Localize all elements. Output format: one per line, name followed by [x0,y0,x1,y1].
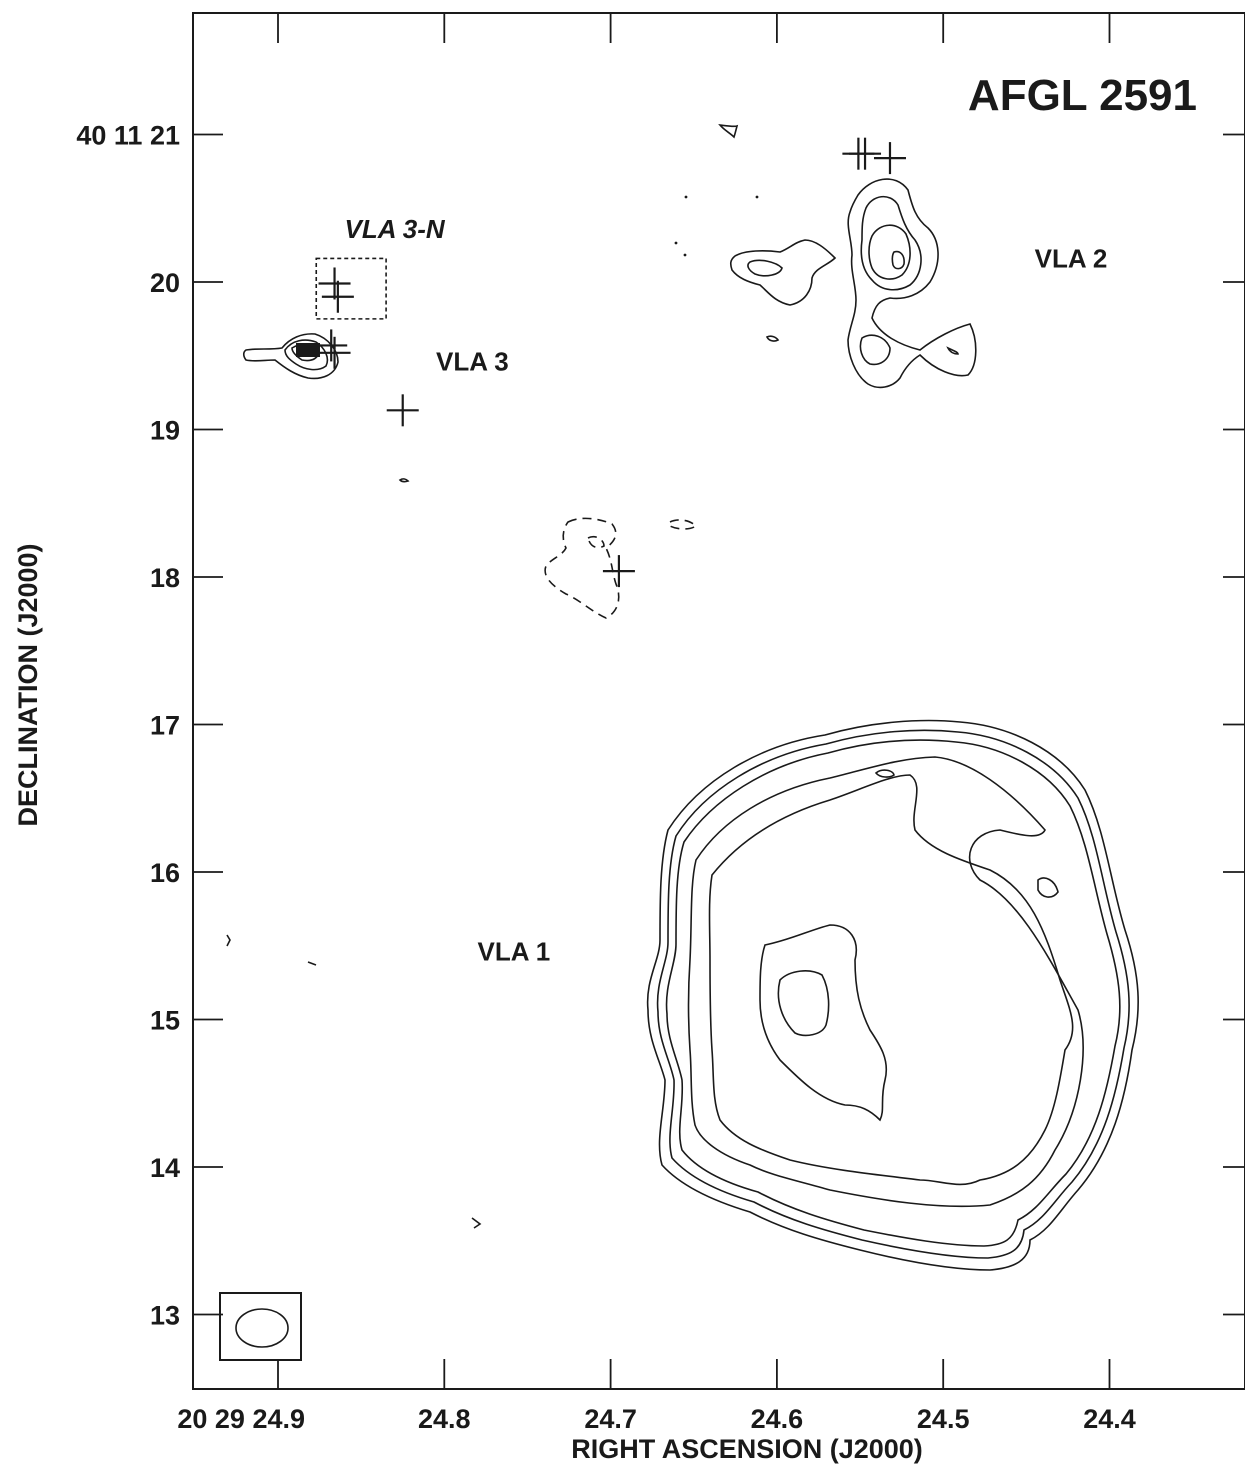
vla1-clump-a [874,769,895,778]
beam-inset [219,1292,302,1361]
marker-cross [318,336,351,369]
vla3n-box [315,257,387,320]
vla2-speck-b [765,335,780,342]
source-label-vla-2: VLA 2 [1035,243,1108,273]
negative-contour-inner [587,535,605,549]
speck-4 [684,195,688,199]
vla1-contour-2 [656,729,1130,1259]
speck-2 [307,961,317,966]
marker-cross [321,280,354,313]
marker-cross [602,555,635,588]
vla3-speck [398,478,410,483]
vla3-core [296,343,320,357]
marker-cross [315,329,348,362]
x-tick-label: 24.7 [584,1404,637,1434]
x-ticks: 20 29 24.9 24.8 24.7 24.6 24.5 24.4 [177,13,1136,1434]
x-tick-label: 24.4 [1083,1404,1136,1434]
vla2-peak [891,250,905,270]
vla2-lower-blob [859,334,891,366]
speck-7 [683,253,687,257]
position-markers [315,137,906,588]
vla2-east-inner [747,259,783,277]
vla2-main-2 [860,195,922,291]
vla2-wedge-peak [946,346,959,355]
y-tick-label: 20 [150,268,180,298]
y-ticks: 40 11 21 20 19 18 17 16 15 14 13 [76,121,1245,1331]
y-tick-label: 18 [150,563,180,593]
x-tick-label: 20 29 24.9 [177,1404,305,1434]
y-tick-label: 19 [150,416,180,446]
x-tick-label: 24.5 [917,1404,970,1434]
y-tick-label: 13 [150,1301,180,1331]
negative-contour-2 [669,519,698,530]
source-labels: VLA 1 VLA 2 VLA 3 VLA 3-N [345,214,1108,967]
vla1-inner-2 [777,970,830,1037]
negative-contour-1 [544,517,620,619]
chart-title: AFGL 2591 [968,71,1197,120]
vla1-clump-b [1037,877,1059,898]
y-tick-label: 40 11 21 [76,121,180,151]
vla2-east-blob [729,239,837,306]
source-label-vla-3: VLA 3 [436,347,509,377]
marker-cross [849,137,882,170]
marker-cross [873,142,906,175]
beam-box [219,1292,302,1361]
x-tick-label: 24.8 [418,1404,471,1434]
source-label-vla-3-n: VLA 3-N [345,214,446,244]
x-tick-label: 24.6 [751,1404,804,1434]
beam-ellipse [235,1308,289,1348]
marker-cross [318,267,351,300]
vla1-contours [646,719,1139,1271]
vla1-inner-1 [759,924,888,1122]
vla2-main-1 [847,178,977,389]
speck-6 [674,241,678,245]
vla1-contour-3 [665,739,1121,1247]
vla2-main-3 [868,224,911,280]
vla2-contours [718,123,977,389]
y-tick-label: 17 [150,711,180,741]
y-tick-label: 16 [150,858,180,888]
speck-3 [471,1217,482,1229]
vla1-contour-4 [687,756,1084,1208]
source-label-vla-1: VLA 1 [478,937,551,967]
y-tick-label: 15 [150,1006,180,1036]
speck-5 [755,195,759,199]
y-tick-label: 14 [150,1153,180,1183]
x-axis-title: RIGHT ASCENSION (J2000) [571,1434,923,1464]
vla2-speck-a [718,123,739,139]
negative-contours [544,517,698,619]
speck-1 [226,934,231,947]
vla3-contours [242,333,410,483]
vla1-contour-5 [708,774,1074,1186]
y-axis-title: DECLINATION (J2000) [13,543,43,826]
noise-specks [226,195,759,1229]
vla1-contour-1 [646,719,1139,1271]
vla3-contour-2 [284,339,329,371]
plot-frame [192,12,1245,1390]
vla3-contour-1 [242,333,339,380]
marker-cross [386,394,419,427]
